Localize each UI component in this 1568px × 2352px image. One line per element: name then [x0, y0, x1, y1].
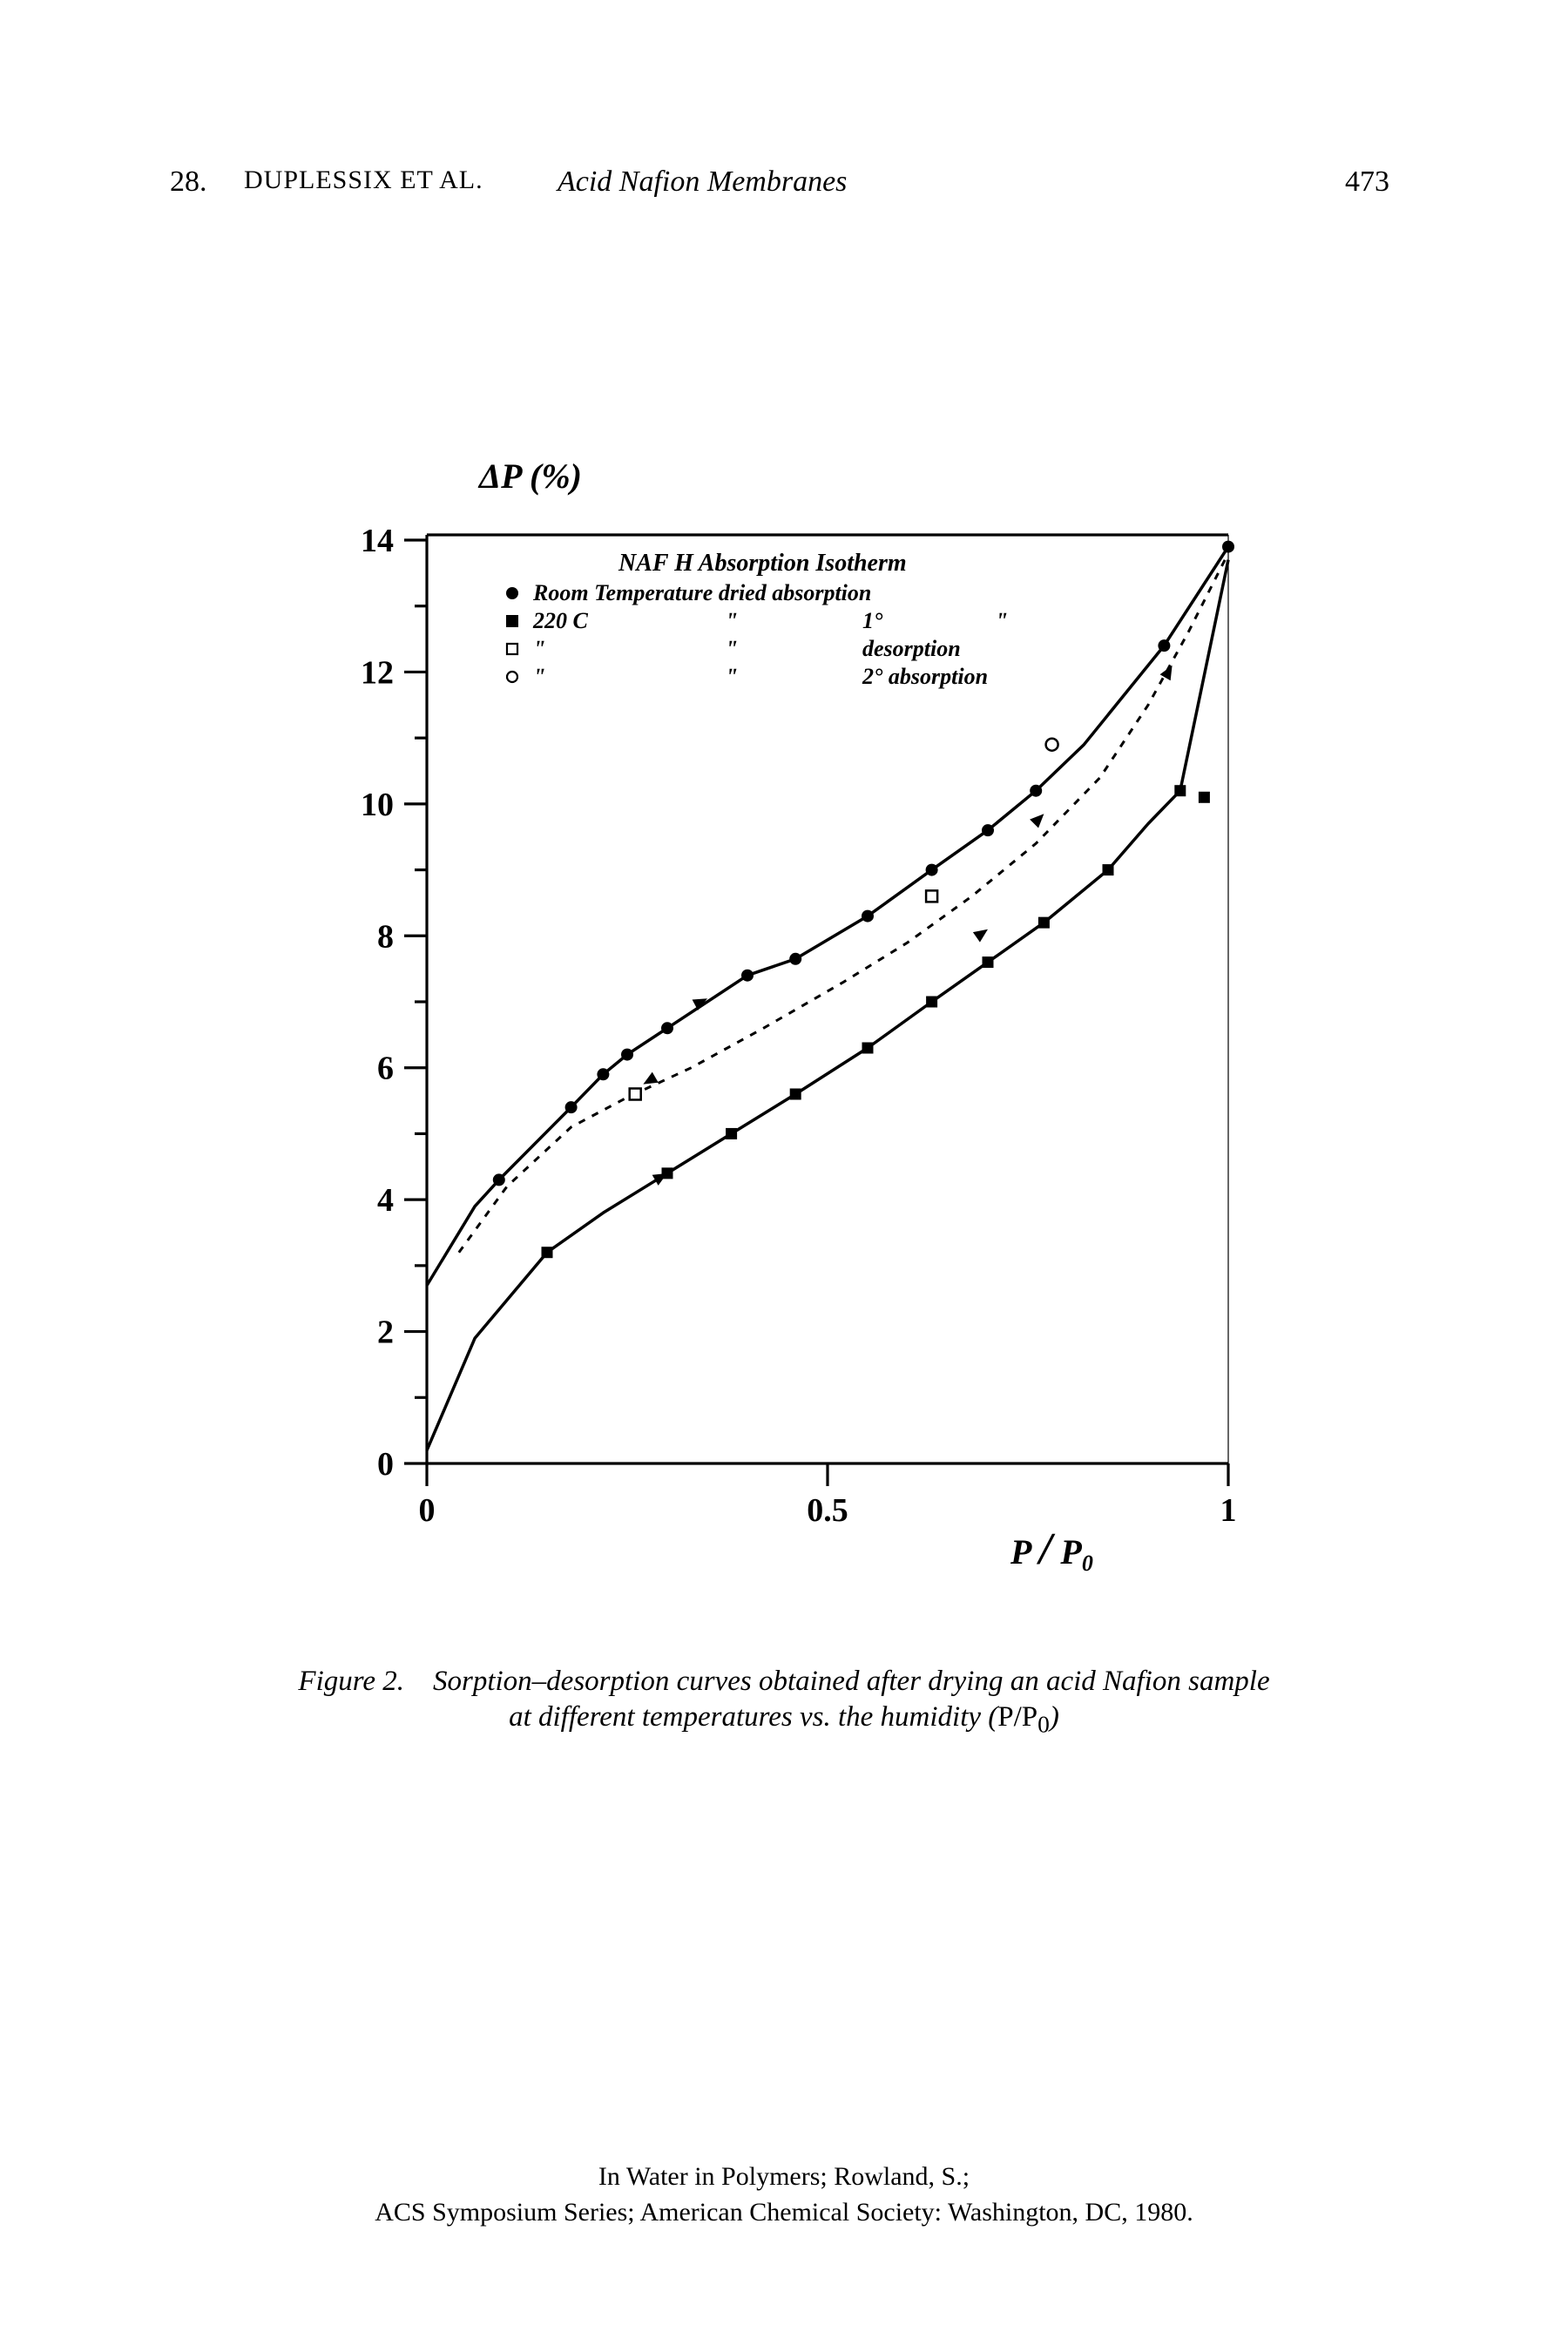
caption-line2sub: 0 [1037, 1711, 1050, 1738]
svg-text:4: 4 [377, 1182, 394, 1219]
svg-text:0.5: 0.5 [807, 1492, 848, 1529]
svg-text:12: 12 [361, 654, 394, 691]
svg-text:2° absorption: 2° absorption [862, 664, 988, 689]
svg-text:Room Temperature dried absorpt: Room Temperature dried absorption [532, 580, 871, 605]
svg-text:ʺ: ʺ [726, 636, 738, 661]
figure-caption: Figure 2. Sorption–desorption curves obt… [261, 1664, 1307, 1740]
svg-text:desorption: desorption [862, 636, 961, 661]
header-topic: Acid Nafion Membranes [558, 166, 847, 199]
page: 28. DUPLESSIX ET AL. Acid Nafion Membran… [0, 0, 1568, 2352]
svg-text:ʺ: ʺ [726, 664, 738, 689]
svg-text:ʺ: ʺ [996, 608, 1008, 633]
svg-text:6: 6 [377, 1051, 394, 1087]
svg-text:ʺ: ʺ [533, 636, 545, 661]
svg-text:10: 10 [361, 787, 394, 823]
svg-text:1°: 1° [862, 608, 883, 633]
page-footer: In Water in Polymers; Rowland, S.; ACS S… [0, 2159, 1568, 2230]
caption-line1: Sorption–desorption curves obtained afte… [433, 1666, 1270, 1697]
caption-lead: Figure 2. [298, 1666, 404, 1697]
sorption-chart: ΔP (%) 0 2 4 6 8 10 12 14 0 0.5 1 P / P0 NAF H Absorp… [305, 436, 1263, 1612]
caption-line2c: ) [1050, 1701, 1059, 1733]
svg-text:ʺ: ʺ [726, 608, 738, 633]
caption-line2a: at different temperatures vs. the humidi… [509, 1701, 997, 1733]
svg-text:ʺ: ʺ [533, 664, 545, 689]
svg-text:P / P0: P / P0 [1010, 1524, 1093, 1576]
svg-text:1: 1 [1220, 1492, 1237, 1529]
header-authors: DUPLESSIX ET AL. [244, 166, 483, 195]
svg-text:2: 2 [377, 1315, 394, 1351]
footer-line2: ACS Symposium Series; American Chemical … [0, 2195, 1568, 2231]
svg-text:ΔP (%): ΔP (%) [477, 456, 582, 496]
svg-text:0: 0 [419, 1492, 436, 1529]
chapter-number: 28. [170, 166, 207, 199]
svg-text:220 C: 220 C [532, 608, 589, 633]
page-number: 473 [1345, 166, 1389, 199]
svg-text:NAF H Absorption Isotherm: NAF H Absorption Isotherm [618, 550, 907, 577]
svg-text:8: 8 [377, 918, 394, 955]
svg-text:0: 0 [377, 1446, 394, 1483]
footer-line1: In Water in Polymers; Rowland, S.; [0, 2159, 1568, 2195]
caption-line2b: P/P [997, 1701, 1037, 1733]
svg-text:14: 14 [361, 523, 394, 559]
